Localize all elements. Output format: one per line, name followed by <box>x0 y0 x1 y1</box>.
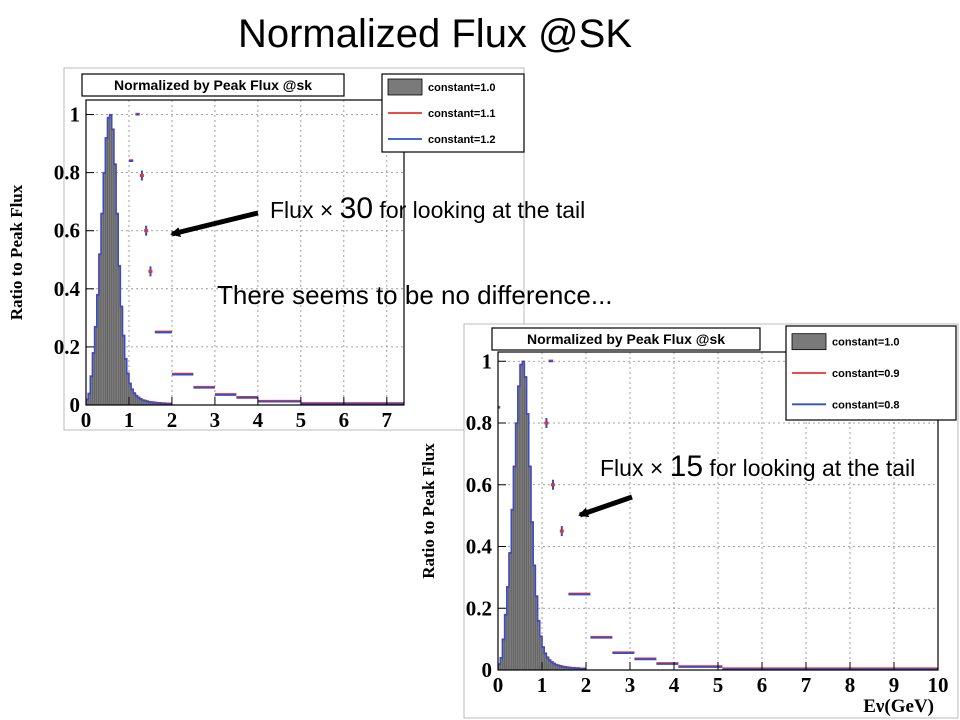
tail-point <box>139 174 144 178</box>
x-tick-label: 5 <box>296 408 307 432</box>
annotation-no-difference: There seems to be no difference... <box>217 280 613 310</box>
slide-title: Normalized Flux @SK <box>237 12 633 56</box>
x-tick-label: 4 <box>669 673 680 697</box>
tail-point <box>551 483 555 487</box>
legend-entry: constant=1.1 <box>428 108 496 120</box>
chart-bottom-right: 0 1 2 3 4 5 6 7 8 9 10 0 0.2 0.4 0.6 0.8 1 Ratio to Peak … <box>419 323 959 719</box>
y-tick-label: 0.6 <box>466 473 492 497</box>
x-tick-label: 9 <box>889 673 900 697</box>
tail-point <box>148 269 153 273</box>
legend-swatch-fill <box>387 78 423 96</box>
y-tick-label: 0.6 <box>54 219 80 243</box>
x-tick-label: 2 <box>167 408 178 432</box>
plot-area <box>86 112 404 405</box>
chart-title: Normalized by Peak Flux @sk <box>527 331 725 347</box>
x-tick-label: 2 <box>581 673 592 697</box>
y-tick-label: 0.4 <box>466 535 493 559</box>
x-tick-label: 3 <box>210 408 221 432</box>
y-tick-label: 1 <box>482 349 493 373</box>
legend-entry: constant=0.9 <box>832 368 900 380</box>
annotation-factor: 15 <box>669 450 704 483</box>
y-tick-label: 0.8 <box>466 411 492 435</box>
x-tick-label: 7 <box>801 673 812 697</box>
plot-area <box>498 359 938 670</box>
tail-point <box>144 229 149 233</box>
title-box <box>491 327 761 351</box>
x-axis-label: Eν(GeV) <box>863 696 934 717</box>
annotation-flux-x30: Flux × 30 for looking at the tail <box>270 192 585 226</box>
x-tick-label: 3 <box>625 673 636 697</box>
x-tick-label: 7 <box>382 408 393 432</box>
x-tick-label: 0 <box>81 408 92 432</box>
annotation-flux-x15: Flux × 15 for looking at the tail <box>600 450 940 485</box>
series-blue-outline <box>498 361 586 670</box>
x-tick-label: 1 <box>537 673 548 697</box>
legend-entry: constant=1.0 <box>428 82 496 94</box>
x-tick-label: 6 <box>757 673 768 697</box>
arrow-top <box>170 210 259 237</box>
x-tick-label: 10 <box>928 673 949 697</box>
series-blue-outline <box>86 114 172 405</box>
y-tick-label: 1 <box>70 103 81 127</box>
legend-entry: constant=1.0 <box>832 337 900 349</box>
x-tick-label: 8 <box>845 673 856 697</box>
y-axis-label: Ratio to Peak Flux <box>7 184 26 320</box>
annotation-suffix: for looking at the tail <box>703 455 916 481</box>
arrow-bottom <box>578 494 633 518</box>
chart-title: Normalized by Peak Flux @sk <box>114 77 312 93</box>
x-tick-label: 0 <box>493 673 504 697</box>
annotation-suffix: for looking at the tail <box>373 197 586 223</box>
legend: constant=1.0 constant=0.9 constant=0.8 <box>785 325 957 421</box>
legend-entry: constant=0.8 <box>832 399 900 411</box>
x-tick-label: 5 <box>713 673 724 697</box>
y-tick-label: 0.2 <box>54 335 80 359</box>
tail-point <box>544 421 549 425</box>
y-tick-label: 0.8 <box>54 161 80 185</box>
y-tick-label: 0.4 <box>54 277 81 301</box>
y-tick-label: 0 <box>482 658 493 682</box>
y-tick-label: 0 <box>70 393 81 417</box>
legend-swatch-fill <box>791 333 827 351</box>
axis-frame <box>85 99 405 406</box>
annotation-factor: 30 <box>339 192 374 225</box>
legend: constant=1.0 constant=1.1 constant=1.2 <box>381 73 525 153</box>
annotation-prefix: Flux × <box>600 455 670 481</box>
chart-top-left: 0 1 2 3 4 5 6 7 0 0.2 0.4 0.6 0.8 1 Ratio to Peak Flux… <box>7 67 525 432</box>
x-tick-label: 6 <box>339 408 350 432</box>
annotation-prefix: Flux × <box>270 197 340 223</box>
y-tick-label: 0.2 <box>466 596 492 620</box>
title-box <box>81 73 345 97</box>
x-tick-label: 4 <box>253 408 264 432</box>
y-axis-label: Ratio to Peak Flux <box>419 443 438 579</box>
legend-entry: constant=1.2 <box>428 134 496 146</box>
x-tick-label: 1 <box>124 408 135 432</box>
tail-point <box>559 529 564 533</box>
